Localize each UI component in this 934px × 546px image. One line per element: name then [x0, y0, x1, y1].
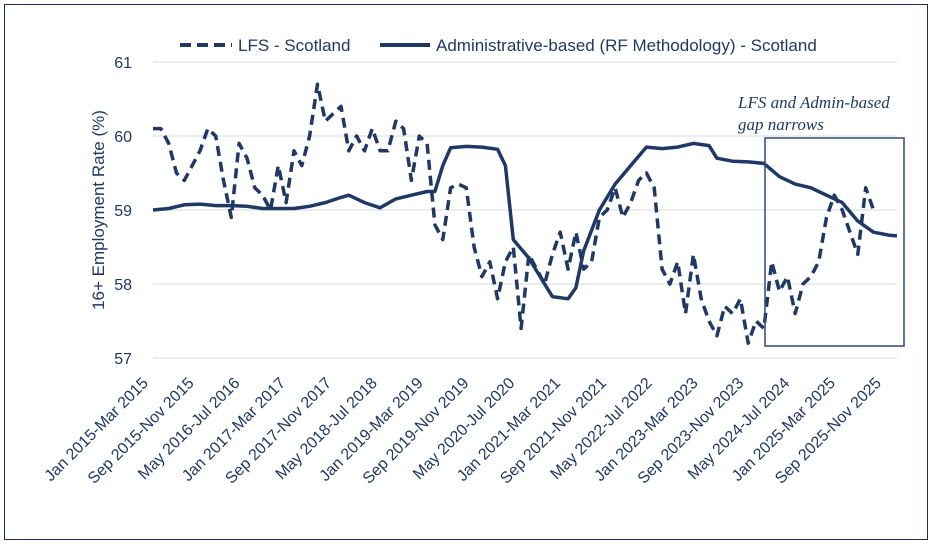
y-tick-label: 58 [114, 277, 132, 294]
y-axis-title: 16+ Employment Rate (%) [89, 110, 108, 310]
y-tick-label: 60 [114, 129, 132, 146]
annotation-line-1: LFS and Admin-based [737, 93, 890, 112]
y-tick-label: 57 [114, 351, 132, 368]
highlight-rectangle [764, 137, 905, 347]
series-line-lfs [153, 82, 876, 345]
series-line-admin [152, 141, 898, 301]
annotation-line-2: gap narrows [738, 115, 824, 134]
y-axis: 57 58 59 60 61 [114, 55, 132, 368]
y-tick-label: 61 [114, 55, 132, 72]
y-tick-label: 59 [114, 203, 132, 220]
legend: LFS - Scotland Administrative-based (RF … [180, 36, 817, 55]
legend-label-lfs: LFS - Scotland [238, 36, 350, 55]
legend-label-admin: Administrative-based (RF Methodology) - … [436, 36, 817, 55]
annotation-box: LFS and Admin-based gap narrows [737, 93, 905, 347]
series-lines [152, 82, 898, 345]
